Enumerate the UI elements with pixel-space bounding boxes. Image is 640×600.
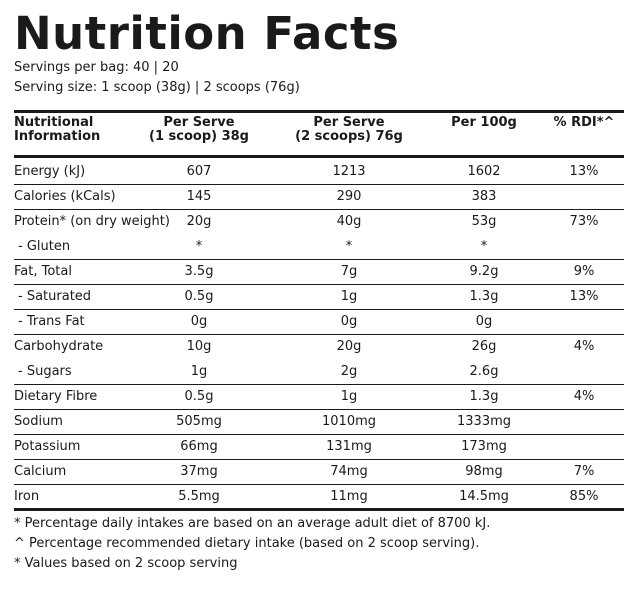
header-col2-line1: Per Serve — [313, 115, 385, 130]
header-col1-line2: (1 scoop) 38g — [149, 129, 249, 144]
table-row: Iron 5.5mg 11mg 14.5mg 85% — [14, 484, 624, 509]
table-row: - Trans Fat 0g 0g 0g — [14, 309, 624, 335]
row-value-p100: 9.2g — [469, 264, 499, 279]
table-row: Sodium 505mg 1010mg 1333mg — [14, 409, 624, 435]
header-per-serve-1-scoop: Per Serve (1 scoop) 38g — [124, 116, 274, 144]
row-label: Potassium — [14, 439, 81, 454]
header-col0-line2: Information — [14, 129, 101, 144]
row-label: Iron — [14, 489, 40, 504]
row-value-p100: 1.3g — [469, 289, 499, 304]
row-value-s1: 20g — [186, 214, 212, 229]
row-value-p100: 53g — [471, 214, 497, 229]
table-row: Potassium 66mg 131mg 173mg — [14, 434, 624, 460]
row-value-s2: 7g — [340, 264, 358, 279]
row-value-s2: 11mg — [330, 489, 368, 504]
table-row: - Gluten * * * — [14, 234, 624, 260]
footnote-two-scoop: * Values based on 2 scoop serving — [14, 556, 238, 571]
row-value-rdi: 9% — [573, 264, 595, 279]
header-col1-line1: Per Serve — [163, 115, 235, 130]
row-value-s1: 5.5mg — [178, 489, 220, 504]
row-label: Calories (kCals) — [14, 189, 116, 204]
row-value-s1: 1g — [190, 364, 208, 379]
row-value-rdi: 13% — [569, 289, 599, 304]
row-value-s1: 607 — [186, 164, 212, 179]
row-value-p100: * — [480, 239, 488, 254]
header-per-100g: Per 100g — [451, 115, 517, 130]
header-per-serve-2-scoops: Per Serve (2 scoops) 76g — [274, 116, 424, 144]
row-value-s2: 0g — [340, 314, 358, 329]
row-value-s1: 145 — [186, 189, 212, 204]
row-value-rdi: 4% — [573, 389, 595, 404]
row-value-p100: 1.3g — [469, 389, 499, 404]
row-label: - Gluten — [18, 239, 71, 254]
row-value-s1: 0g — [190, 314, 208, 329]
row-value-s2: 74mg — [330, 464, 368, 479]
header-nutritional-information: Nutritional Information — [14, 116, 100, 144]
table-row: Fat, Total 3.5g 7g 9.2g 9% — [14, 259, 624, 285]
table-row: Calcium 37mg 74mg 98mg 7% — [14, 459, 624, 485]
row-value-rdi: 13% — [569, 164, 599, 179]
row-value-rdi: 4% — [573, 339, 595, 354]
serving-size: Serving size: 1 scoop (38g) | 2 scoops (… — [14, 80, 300, 95]
row-value-rdi: 73% — [569, 214, 599, 229]
row-value-p100: 0g — [475, 314, 493, 329]
header-bottom-rule — [14, 155, 624, 158]
row-value-s2: 40g — [336, 214, 362, 229]
row-value-s2: * — [345, 239, 353, 254]
row-value-s2: 20g — [336, 339, 362, 354]
header-col2-line2: (2 scoops) 76g — [295, 129, 403, 144]
row-label: Carbohydrate — [14, 339, 104, 354]
row-value-s1: 505mg — [176, 414, 222, 429]
table-row: Calories (kCals) 145 290 383 — [14, 184, 624, 210]
row-label: Fat, Total — [14, 264, 72, 279]
table-row: Dietary Fibre 0.5g 1g 1.3g 4% — [14, 384, 624, 410]
row-label: Dietary Fibre — [14, 389, 98, 404]
row-value-s1: 0.5g — [184, 289, 214, 304]
header-col0-line1: Nutritional — [14, 115, 94, 130]
row-value-s2: 290 — [336, 189, 362, 204]
table-row: Carbohydrate 10g 20g 26g 4% — [14, 334, 624, 359]
header-top-rule — [14, 110, 624, 113]
table-row: Protein* (on dry weight) 20g 40g 53g 73% — [14, 209, 624, 234]
servings-per-bag: Servings per bag: 40 | 20 — [14, 60, 179, 75]
row-label: - Sugars — [18, 364, 72, 379]
row-value-p100: 383 — [471, 189, 497, 204]
row-label: - Saturated — [18, 289, 92, 304]
row-value-s2: 1213 — [332, 164, 366, 179]
row-value-p100: 2.6g — [469, 364, 499, 379]
row-value-s1: 3.5g — [184, 264, 214, 279]
table-row: Energy (kJ) 607 1213 1602 13% — [14, 159, 624, 185]
row-label: Energy (kJ) — [14, 164, 86, 179]
row-value-p100: 26g — [471, 339, 497, 354]
row-value-rdi: 7% — [573, 464, 595, 479]
table-bottom-rule — [14, 508, 624, 511]
row-value-s2: 131mg — [326, 439, 372, 454]
row-value-s2: 1010mg — [322, 414, 376, 429]
row-label: - Trans Fat — [18, 314, 85, 329]
footnote-daily-intake: * Percentage daily intakes are based on … — [14, 516, 491, 531]
row-value-s1: 66mg — [180, 439, 218, 454]
table-row: - Saturated 0.5g 1g 1.3g 13% — [14, 284, 624, 310]
row-value-p100: 173mg — [461, 439, 507, 454]
row-value-rdi: 85% — [569, 489, 599, 504]
row-value-p100: 98mg — [465, 464, 503, 479]
row-value-p100: 1602 — [467, 164, 501, 179]
row-value-s2: 2g — [340, 364, 358, 379]
row-value-s1: 0.5g — [184, 389, 214, 404]
page-title: Nutrition Facts — [14, 7, 400, 60]
header-rdi: % RDI*^ — [553, 115, 615, 130]
row-label: Calcium — [14, 464, 67, 479]
row-value-p100: 14.5mg — [459, 489, 509, 504]
row-value-s1: 10g — [186, 339, 212, 354]
row-value-s1: 37mg — [180, 464, 218, 479]
row-value-s1: * — [195, 239, 203, 254]
row-value-s2: 1g — [340, 389, 358, 404]
row-label: Sodium — [14, 414, 63, 429]
row-value-s2: 1g — [340, 289, 358, 304]
footnote-rdi: ^ Percentage recommended dietary intake … — [14, 536, 480, 551]
table-row: - Sugars 1g 2g 2.6g — [14, 359, 624, 385]
row-label: Protein* (on dry weight) — [14, 214, 170, 229]
row-value-p100: 1333mg — [457, 414, 511, 429]
